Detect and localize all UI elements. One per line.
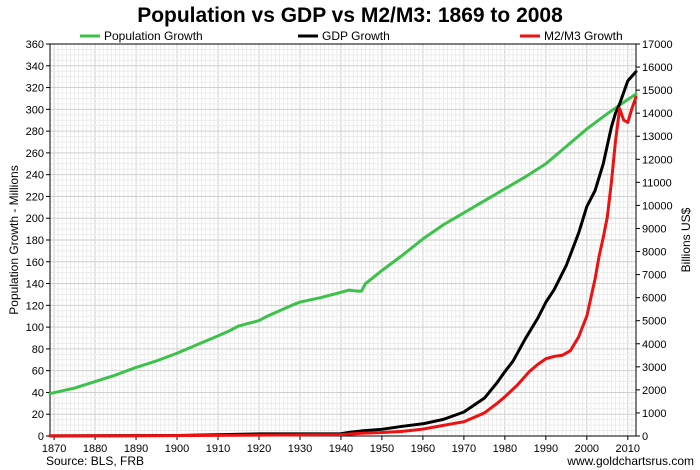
legend-item-m2-m3-growth: M2/M3 Growth xyxy=(520,29,623,43)
y-right-tick-label: 13000 xyxy=(642,131,673,143)
legend-label: GDP Growth xyxy=(322,29,390,43)
y-right-tick-label: 7000 xyxy=(642,270,666,282)
y-left-tick-label: 60 xyxy=(32,366,44,378)
y-right-tick-label: 2000 xyxy=(642,385,666,397)
x-tick-label: 2000 xyxy=(575,443,599,455)
y-left-tick-label: 200 xyxy=(26,213,44,225)
legend-item-population-growth: Population Growth xyxy=(80,29,203,43)
y-right-tick-label: 14000 xyxy=(642,108,673,120)
x-tick-label: 1960 xyxy=(411,443,435,455)
x-tick-label: 2010 xyxy=(616,443,640,455)
chart-title: Population vs GDP vs M2/M3: 1869 to 2008 xyxy=(137,4,563,27)
x-tick-label: 1930 xyxy=(288,443,312,455)
y-left-tick-label: 120 xyxy=(26,300,44,312)
right-axis-title: Billions US$ xyxy=(679,207,693,272)
x-tick-label: 1900 xyxy=(165,443,189,455)
y-left-tick-label: 100 xyxy=(26,322,44,334)
axes: 1870 1880 1890 1900 1910 1920 1930 1940 1950 1960… xyxy=(26,39,673,455)
y-right-tick-label: 12000 xyxy=(642,154,673,166)
y-left-tick-label: 260 xyxy=(26,148,44,160)
legend-item-gdp-growth: GDP Growth xyxy=(298,29,390,43)
website-text: www.goldchartsrus.com xyxy=(566,454,694,468)
x-tick-label: 1950 xyxy=(370,443,394,455)
left-axis-title: Population Growth - Millions xyxy=(7,165,21,314)
y-left-tick-label: 140 xyxy=(26,279,44,291)
x-tick-label: 1940 xyxy=(329,443,353,455)
legend: Population Growth GDP Growth M2/M3 Growth xyxy=(80,29,623,43)
y-right-tick-label: 6000 xyxy=(642,293,666,305)
y-left-tick-label: 160 xyxy=(26,257,44,269)
x-tick-label: 1970 xyxy=(452,443,476,455)
y-left-tick-label: 40 xyxy=(32,387,44,399)
grid xyxy=(49,43,637,437)
y-left-tick-label: 80 xyxy=(32,344,44,356)
y-right-tick-label: 9000 xyxy=(642,223,666,235)
x-tick-label: 1870 xyxy=(42,443,66,455)
x-tick-label: 1980 xyxy=(493,443,517,455)
x-tick-label: 1880 xyxy=(83,443,107,455)
y-right-tick-label: 5000 xyxy=(642,316,666,328)
y-right-tick-label: 4000 xyxy=(642,339,666,351)
x-tick-label: 1990 xyxy=(534,443,558,455)
y-left-tick-label: 300 xyxy=(26,104,44,116)
y-left-tick-label: 360 xyxy=(26,39,44,51)
y-right-tick-label: 1000 xyxy=(642,408,666,420)
y-left-tick-label: 180 xyxy=(26,235,44,247)
y-right-tick-label: 16000 xyxy=(642,62,673,74)
y-right-tick-label: 0 xyxy=(642,431,648,443)
series-layer xyxy=(48,70,638,438)
y-right-tick-label: 8000 xyxy=(642,247,666,259)
y-left-tick-label: 0 xyxy=(38,431,44,443)
y-left-tick-label: 340 xyxy=(26,61,44,73)
y-left-tick-label: 280 xyxy=(26,126,44,138)
y-right-tick-label: 10000 xyxy=(642,200,673,212)
y-right-tick-label: 3000 xyxy=(642,362,666,374)
x-tick-label: 1890 xyxy=(124,443,148,455)
series-line-gdp-growth xyxy=(48,70,638,438)
y-left-tick-label: 240 xyxy=(26,170,44,182)
y-right-tick-label: 11000 xyxy=(642,177,672,189)
source-text: Source: BLS, FRB xyxy=(46,454,144,468)
series-line-population-growth xyxy=(48,92,638,396)
legend-label: Population Growth xyxy=(104,29,203,43)
series-line-m2-m3-growth xyxy=(48,95,638,438)
y-right-tick-label: 15000 xyxy=(642,85,673,97)
x-tick-label: 1920 xyxy=(247,443,271,455)
y-left-tick-label: 320 xyxy=(26,83,44,95)
y-left-tick-label: 220 xyxy=(26,191,44,203)
legend-label: M2/M3 Growth xyxy=(544,29,623,43)
y-right-tick-label: 17000 xyxy=(642,39,673,51)
y-left-tick-label: 20 xyxy=(32,409,44,421)
x-tick-label: 1910 xyxy=(206,443,230,455)
